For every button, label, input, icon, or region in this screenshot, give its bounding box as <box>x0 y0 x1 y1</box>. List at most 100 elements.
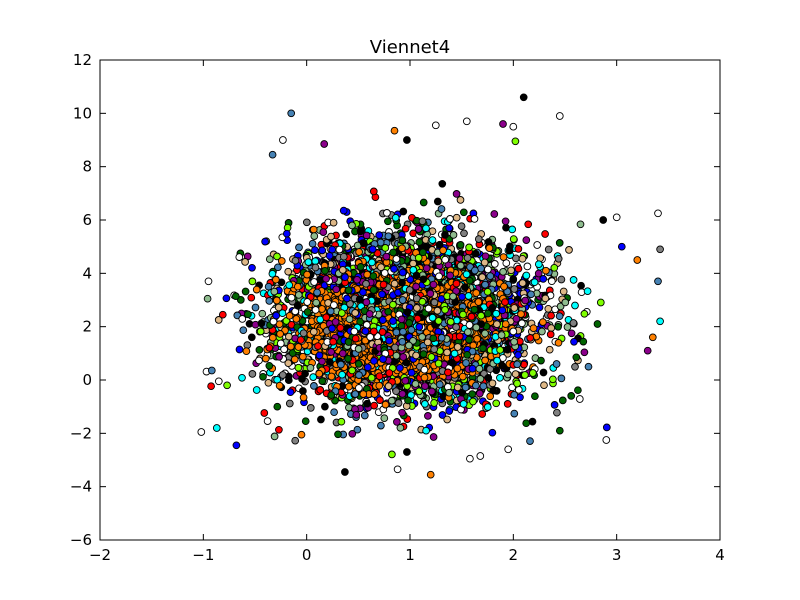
scatter-point <box>546 330 555 339</box>
scatter-point <box>339 206 348 215</box>
scatter-point <box>480 258 489 267</box>
scatter-point <box>509 275 518 283</box>
scatter-point <box>310 382 318 390</box>
scatter-point <box>353 425 362 434</box>
scatter-point <box>540 381 548 390</box>
scatter-point <box>264 282 273 291</box>
scatter-point <box>384 217 392 226</box>
scatter-point <box>275 381 284 390</box>
scatter-point <box>238 315 247 323</box>
scatter-point <box>517 310 525 318</box>
scatter-point <box>388 450 396 459</box>
scatter-point <box>563 323 572 331</box>
scatter-point <box>251 303 260 312</box>
scatter-point <box>272 275 280 284</box>
scatter-point <box>523 262 532 271</box>
scatter-point <box>476 375 485 383</box>
scatter-point <box>580 348 589 357</box>
scatter-point <box>261 237 269 246</box>
scatter-point <box>294 291 303 299</box>
scatter-point <box>499 253 508 261</box>
scatter-point <box>401 224 410 233</box>
scatter-point <box>510 409 519 418</box>
scatter-point <box>394 399 403 407</box>
scatter-point <box>486 392 495 401</box>
scatter-point <box>547 311 555 320</box>
scatter-point <box>506 242 514 251</box>
scatter-point <box>392 387 400 396</box>
scatter-point <box>306 404 315 412</box>
scatter-point <box>508 225 517 234</box>
scatter-point <box>276 339 285 348</box>
scatter-point <box>438 179 447 188</box>
scatter-point <box>255 346 264 354</box>
scatter-point <box>424 412 432 420</box>
scatter-point <box>302 218 311 227</box>
scatter-point <box>554 338 563 347</box>
scatter-point <box>404 396 412 405</box>
scatter-point <box>555 239 564 247</box>
scatter-point <box>452 190 461 198</box>
scatter-point <box>422 426 430 435</box>
scatter-point <box>565 246 573 254</box>
scatter-point <box>337 417 346 426</box>
scatter-point <box>218 310 227 319</box>
scatter-point <box>485 244 494 253</box>
scatter-point <box>472 289 481 297</box>
scatter-point <box>244 310 252 319</box>
scatter-point <box>429 433 438 441</box>
scatter-point <box>270 432 279 441</box>
scatter-point <box>239 326 248 335</box>
scatter-point <box>514 245 523 253</box>
scatter-point <box>264 378 273 387</box>
scatter-point <box>461 383 470 392</box>
scatter-point <box>510 285 519 293</box>
scatter-point <box>319 228 328 236</box>
scatter-point <box>570 337 578 346</box>
scatter-point <box>301 417 310 426</box>
scatter-point <box>503 345 512 354</box>
scatter-point <box>576 220 585 229</box>
scatter-point <box>602 423 611 432</box>
scatter-point <box>268 269 277 278</box>
scatter-point <box>327 372 336 381</box>
scatter-point <box>452 213 461 222</box>
scatter-point <box>456 241 465 249</box>
scatter-point <box>579 337 588 346</box>
scatter-point <box>445 407 454 415</box>
scatter-point <box>577 281 585 290</box>
scatter-point <box>258 309 267 318</box>
scatter-point <box>575 395 584 403</box>
scatter-point <box>443 415 452 424</box>
scatter-point <box>522 236 531 244</box>
scatter-point <box>275 425 283 434</box>
scatter-point <box>574 386 582 395</box>
scatter-point <box>295 243 303 252</box>
scatter-point <box>299 387 307 395</box>
scatter-point <box>265 255 274 264</box>
scatter-point <box>268 333 277 342</box>
scatter-point <box>511 370 520 378</box>
scatter-point <box>554 322 562 331</box>
scatter-point <box>534 269 543 278</box>
scatter-point <box>315 369 324 378</box>
scatter-point <box>294 363 303 372</box>
scatter-point <box>248 263 256 272</box>
scatter-point <box>383 209 391 217</box>
scatter-point <box>554 254 563 263</box>
scatter-point <box>549 375 557 384</box>
scatter-point <box>558 396 567 405</box>
scatter-point <box>445 224 454 232</box>
scatter-point <box>580 309 589 318</box>
scatter-point <box>242 347 251 356</box>
scatter-point <box>291 436 300 445</box>
scatter-point <box>514 351 522 359</box>
scatter-point <box>391 213 400 222</box>
scatter-point <box>567 329 576 338</box>
scatter-point <box>418 217 427 226</box>
scatter-point <box>330 408 338 417</box>
scatter-point <box>274 263 282 272</box>
scatter-point <box>535 303 544 312</box>
scatter-point <box>352 410 361 419</box>
scatter-point <box>490 260 499 268</box>
